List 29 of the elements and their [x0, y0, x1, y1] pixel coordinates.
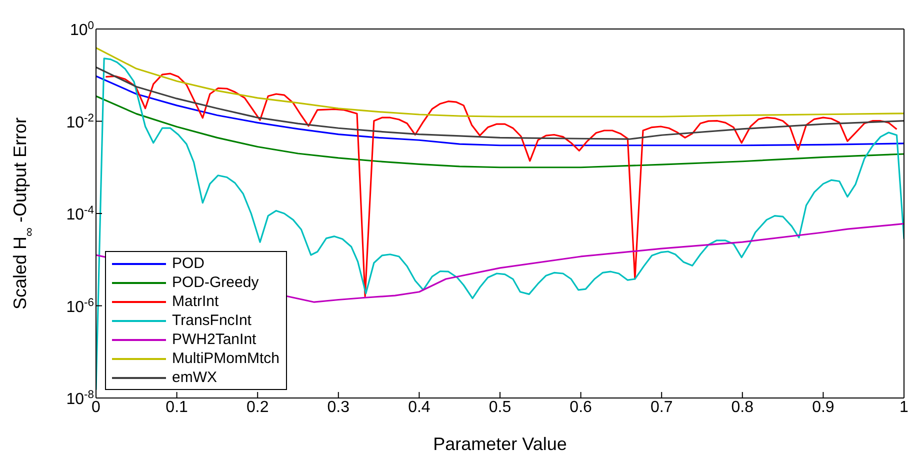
legend-label: POD — [172, 255, 205, 272]
x-tick-label: 0.4 — [408, 399, 430, 416]
x-tick-label: 0.3 — [327, 399, 350, 416]
line-series — [104, 72, 898, 298]
legend-label: MultiPMomMtch — [172, 350, 280, 367]
x-axis-title: Parameter Value — [433, 434, 567, 454]
line-series — [96, 66, 904, 140]
x-tick-label: 0.9 — [812, 399, 834, 416]
x-tick-label: 0.8 — [731, 399, 754, 416]
legend-label: TransFncInt — [172, 312, 252, 329]
line-series — [96, 95, 904, 168]
x-tick-label: 0.7 — [650, 399, 673, 416]
x-tick-label: 1 — [900, 399, 909, 416]
x-tick-label: 0.5 — [488, 399, 512, 416]
x-tick-label: 0.1 — [166, 399, 188, 416]
legend-label: PWH2TanInt — [172, 331, 256, 348]
line-series — [96, 75, 904, 146]
x-tick-label: 0.2 — [246, 399, 269, 416]
y-tick-label: 10$^{-2}$ — [66, 112, 94, 132]
y-tick-label: 10$^{-4}$ — [66, 204, 94, 224]
y-tick-label: 10$^{-6}$ — [66, 296, 94, 316]
line-series — [96, 58, 904, 391]
x-tick-label: 0 — [92, 399, 101, 416]
x-tick-label: 0.6 — [570, 399, 592, 416]
legend-label: MatrInt — [172, 293, 219, 310]
line-series — [96, 47, 904, 118]
y-tick-label: 10$^{0}$ — [70, 20, 94, 39]
legend-label: emWX — [172, 369, 217, 386]
legend-label: POD-Greedy — [172, 274, 259, 291]
